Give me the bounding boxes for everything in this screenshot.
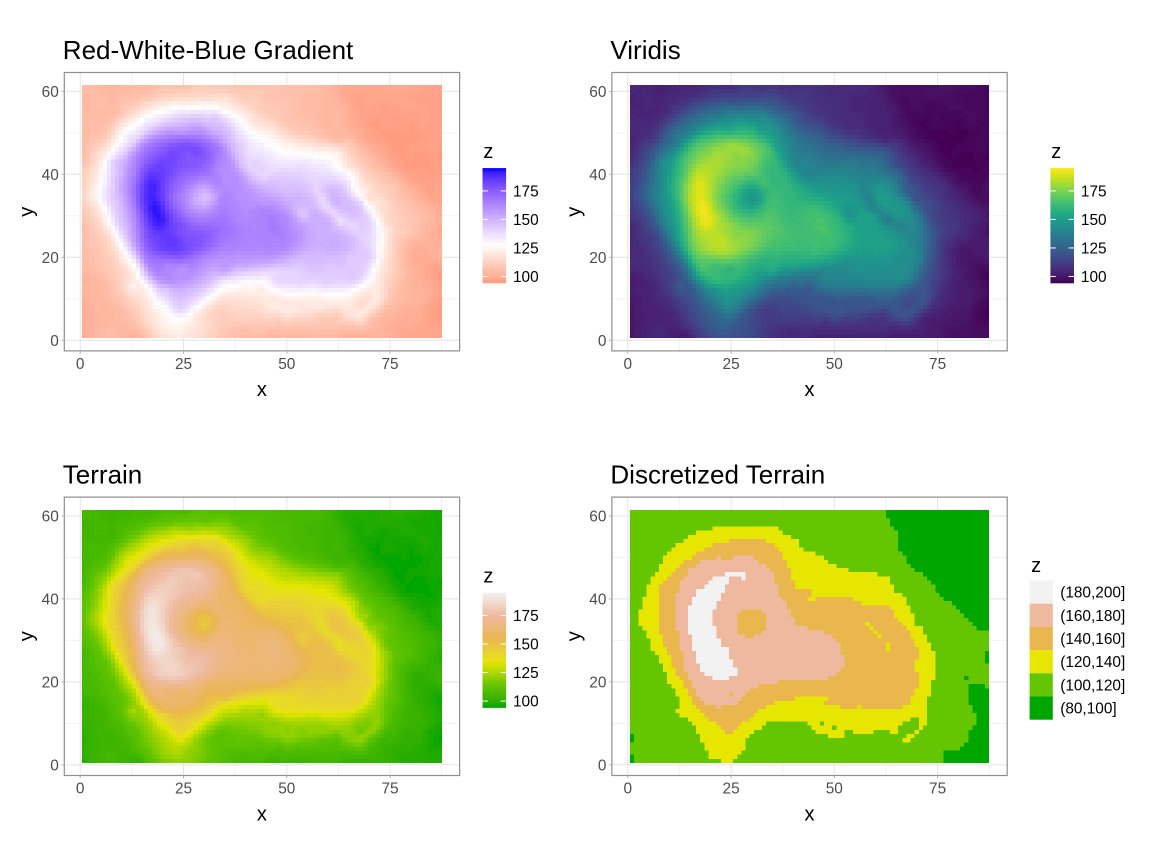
svg-text:150: 150 [513, 636, 539, 653]
svg-text:0: 0 [598, 757, 607, 774]
svg-text:0: 0 [50, 333, 59, 350]
svg-text:50: 50 [826, 781, 843, 798]
svg-text:100: 100 [513, 269, 539, 286]
svg-text:50: 50 [278, 781, 295, 798]
svg-text:x: x [257, 379, 267, 401]
svg-text:(120,140]: (120,140] [1060, 654, 1125, 671]
svg-text:150: 150 [513, 212, 539, 229]
svg-text:Discretized Terrain: Discretized Terrain [610, 459, 825, 489]
svg-text:y: y [564, 207, 586, 217]
svg-text:175: 175 [513, 183, 539, 200]
svg-text:60: 60 [42, 508, 59, 525]
svg-text:0: 0 [50, 757, 59, 774]
svg-text:20: 20 [42, 250, 59, 267]
svg-text:75: 75 [929, 356, 946, 373]
svg-text:0: 0 [624, 356, 633, 373]
svg-text:20: 20 [42, 674, 59, 691]
svg-text:125: 125 [513, 665, 539, 682]
svg-text:40: 40 [589, 167, 606, 184]
svg-text:40: 40 [42, 167, 59, 184]
svg-text:40: 40 [42, 591, 59, 608]
svg-text:25: 25 [723, 781, 740, 798]
svg-text:y: y [564, 631, 586, 641]
svg-text:z: z [1031, 555, 1041, 577]
svg-text:(80,100]: (80,100] [1060, 701, 1116, 718]
svg-text:60: 60 [42, 84, 59, 101]
svg-text:Viridis: Viridis [610, 35, 680, 65]
svg-text:(140,160]: (140,160] [1060, 631, 1125, 648]
svg-text:25: 25 [175, 356, 192, 373]
svg-text:40: 40 [589, 591, 606, 608]
svg-text:(160,180]: (160,180] [1060, 608, 1125, 625]
svg-text:60: 60 [589, 84, 606, 101]
svg-text:z: z [483, 141, 493, 163]
svg-text:175: 175 [513, 608, 539, 625]
svg-text:25: 25 [175, 781, 192, 798]
svg-text:100: 100 [1081, 269, 1107, 286]
svg-text:20: 20 [589, 674, 606, 691]
svg-text:100: 100 [513, 694, 539, 711]
svg-text:(100,120]: (100,120] [1060, 677, 1125, 694]
svg-text:0: 0 [624, 781, 633, 798]
svg-text:50: 50 [826, 356, 843, 373]
svg-text:Terrain: Terrain [63, 459, 142, 489]
svg-text:25: 25 [723, 356, 740, 373]
svg-text:0: 0 [76, 781, 85, 798]
svg-text:z: z [483, 565, 493, 587]
svg-text:75: 75 [929, 781, 946, 798]
svg-text:75: 75 [381, 781, 398, 798]
svg-text:75: 75 [381, 356, 398, 373]
svg-text:y: y [16, 631, 38, 641]
svg-text:Red-White-Blue Gradient: Red-White-Blue Gradient [63, 35, 354, 65]
svg-text:x: x [805, 804, 815, 826]
svg-text:x: x [257, 804, 267, 826]
svg-text:0: 0 [76, 356, 85, 373]
svg-text:125: 125 [1081, 240, 1107, 257]
svg-text:x: x [805, 379, 815, 401]
svg-text:(180,200]: (180,200] [1060, 585, 1125, 602]
svg-text:175: 175 [1081, 183, 1107, 200]
svg-text:150: 150 [1081, 212, 1107, 229]
svg-text:y: y [16, 207, 38, 217]
svg-text:50: 50 [278, 356, 295, 373]
svg-text:20: 20 [589, 250, 606, 267]
svg-text:z: z [1051, 141, 1061, 163]
svg-text:125: 125 [513, 240, 539, 257]
svg-text:0: 0 [598, 333, 607, 350]
svg-text:60: 60 [589, 508, 606, 525]
